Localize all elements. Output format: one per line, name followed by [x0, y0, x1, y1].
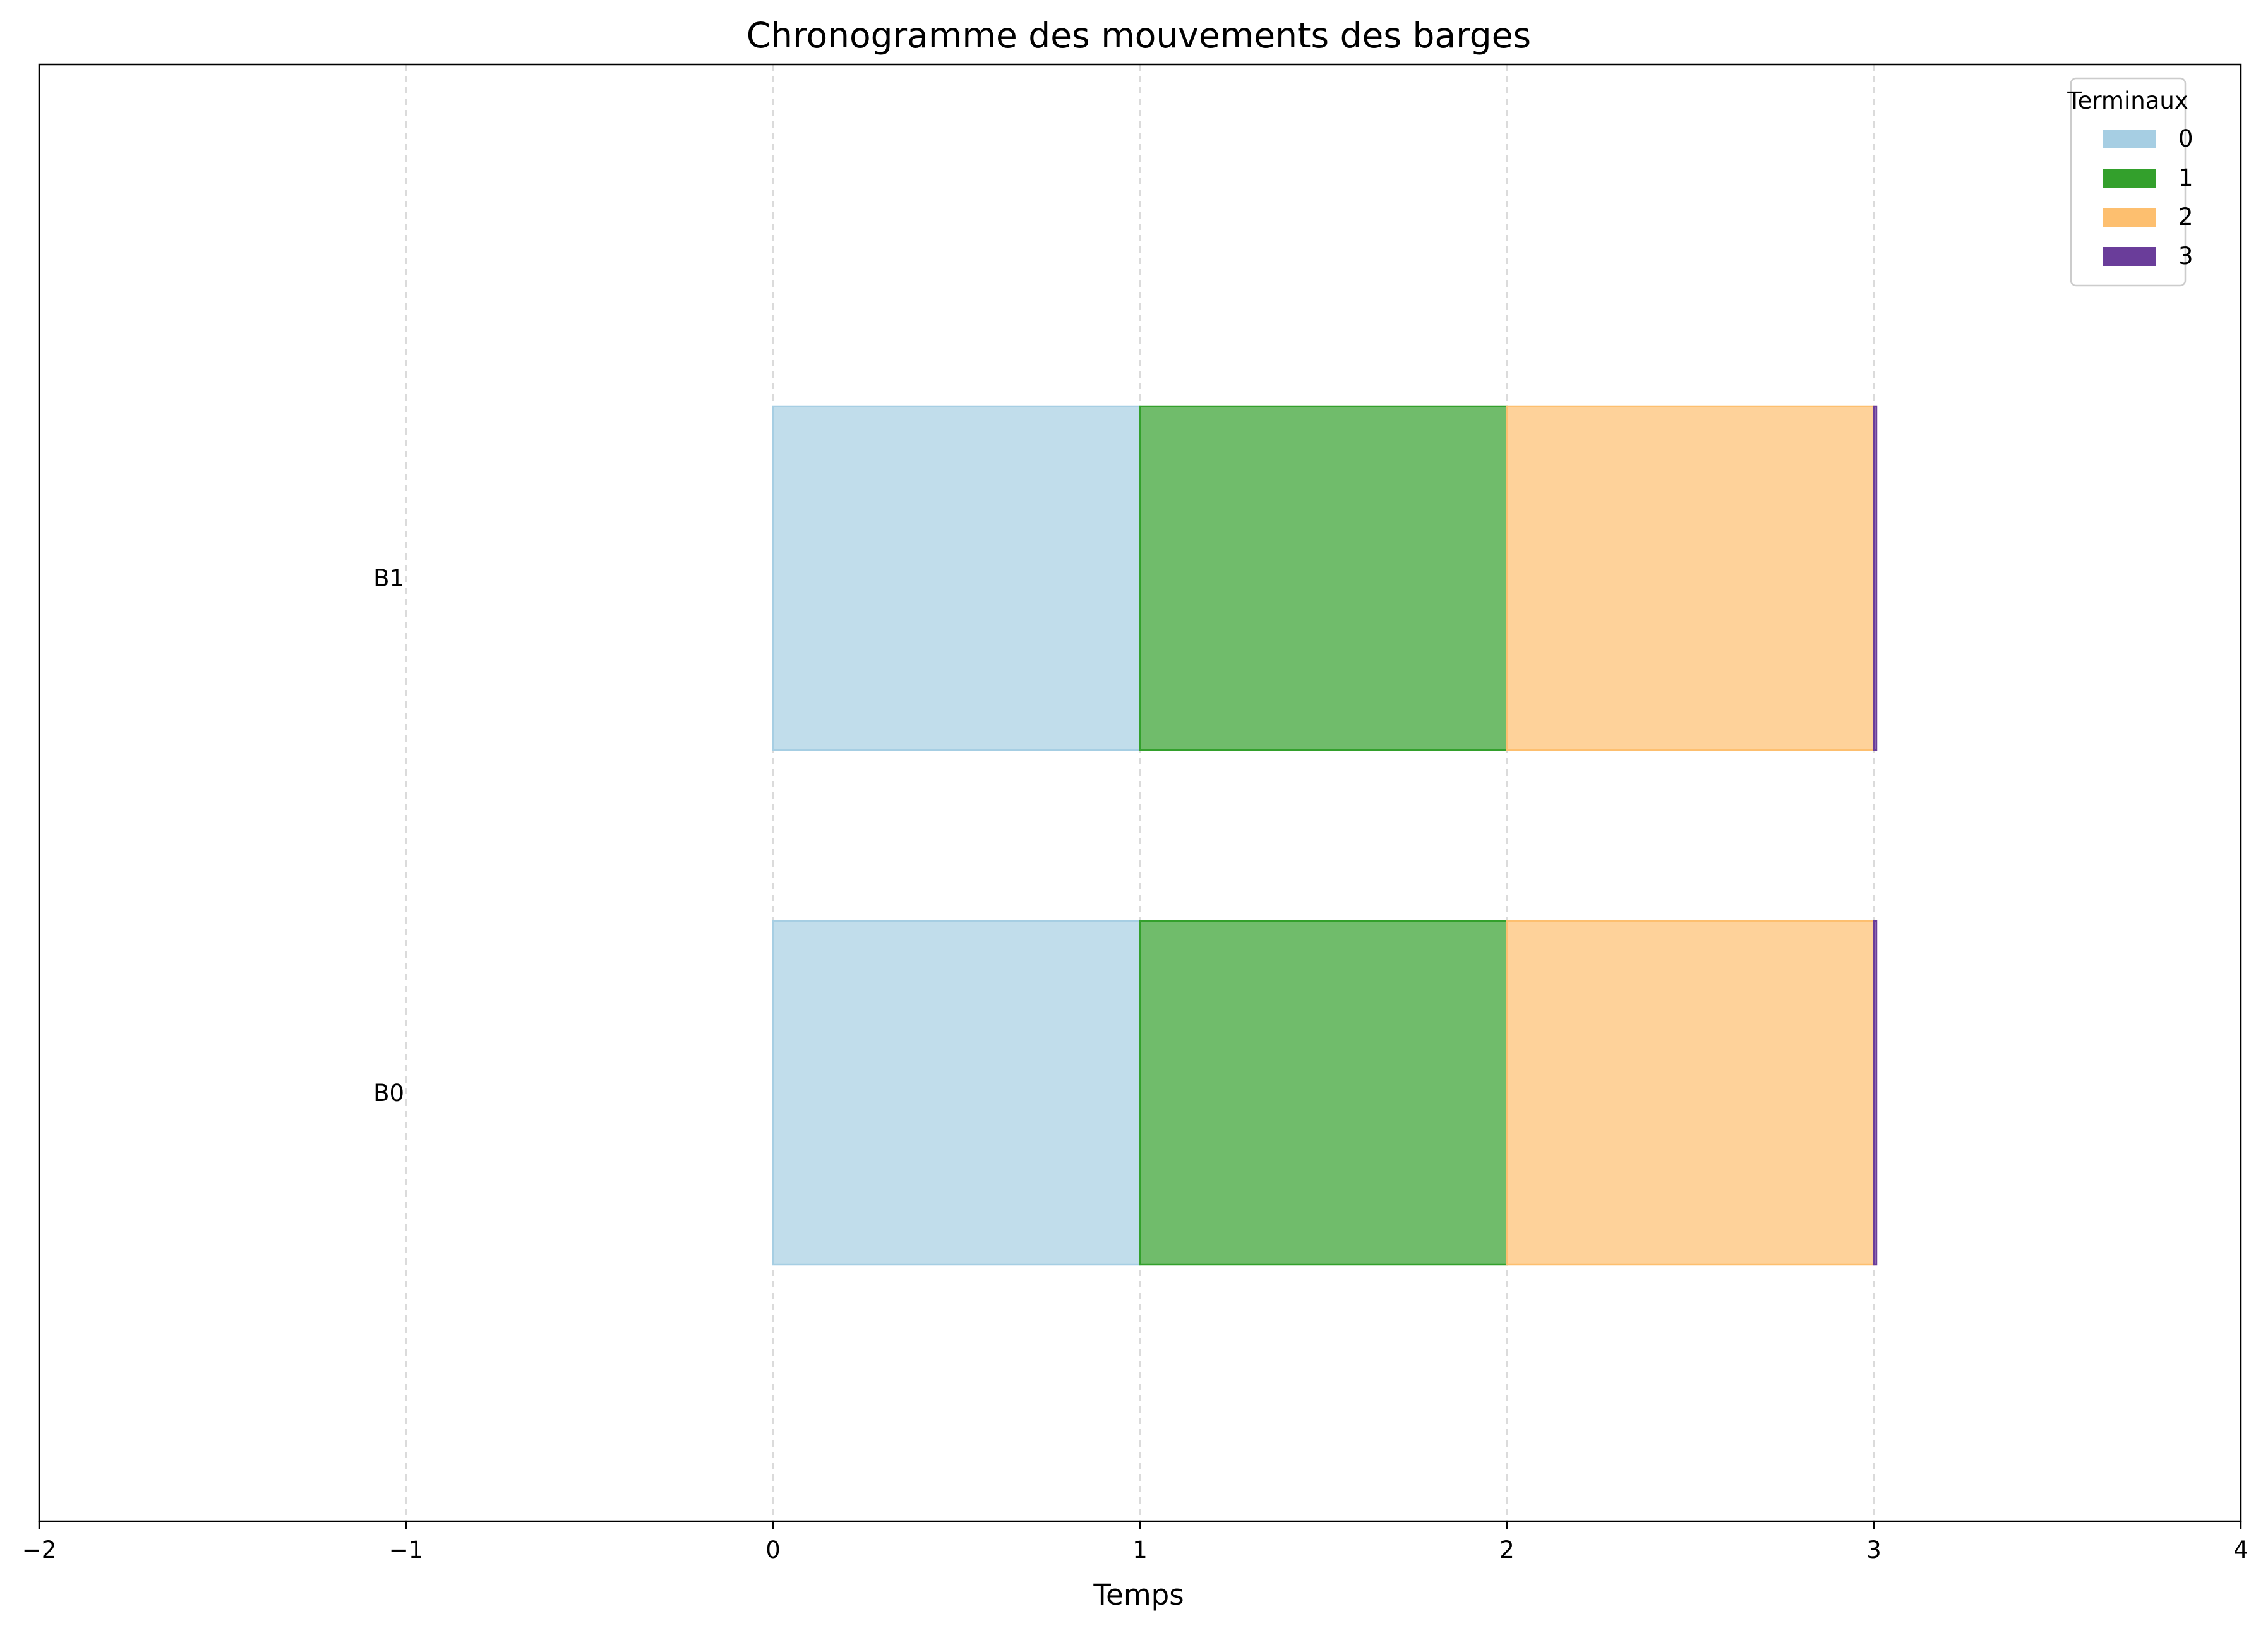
legend-swatch [2103, 208, 2156, 227]
legend-label: 2 [2178, 203, 2193, 231]
bar-segment [1506, 920, 1875, 1266]
x-tick-label: 2 [1499, 1536, 1515, 1564]
legend-entries: 0 1 2 3 [2103, 125, 2193, 270]
grid-lines [405, 64, 1875, 1521]
bar-segment [1873, 405, 1878, 751]
legend-label: 0 [2178, 125, 2193, 152]
x-tick-label: 0 [765, 1536, 781, 1564]
bar-segment [772, 920, 1141, 1266]
legend-swatch [2103, 169, 2156, 188]
x-tick-label: −2 [22, 1536, 57, 1564]
bar-segment [772, 405, 1141, 751]
barge-label: B0 [373, 1080, 404, 1107]
bar-segment [1139, 405, 1508, 751]
x-axis-label: Temps [1093, 1578, 1184, 1612]
legend-title: Terminaux [2067, 87, 2188, 114]
legend: Terminaux 0 1 2 3 [2067, 77, 2193, 287]
x-tick-label: 1 [1132, 1536, 1148, 1564]
bar-segment [1873, 920, 1878, 1266]
x-tick-label: −1 [389, 1536, 424, 1564]
legend-swatch [2103, 130, 2156, 148]
bar-segment [1506, 405, 1875, 751]
legend-label: 1 [2178, 164, 2193, 191]
y-axis-category-labels: B0 B1 [373, 565, 404, 1107]
x-tick-label: 4 [2233, 1536, 2248, 1564]
bars [772, 405, 1878, 1266]
chart-title: Chronogramme des mouvements des barges [747, 15, 1531, 56]
bar-segment [1139, 920, 1508, 1266]
legend-swatch [2103, 247, 2156, 266]
x-tick-label: 3 [1866, 1536, 1881, 1564]
x-axis-ticks: −2 −1 0 1 2 3 4 [22, 1521, 2248, 1564]
barge-label: B1 [373, 565, 404, 592]
legend-label: 3 [2178, 243, 2193, 270]
